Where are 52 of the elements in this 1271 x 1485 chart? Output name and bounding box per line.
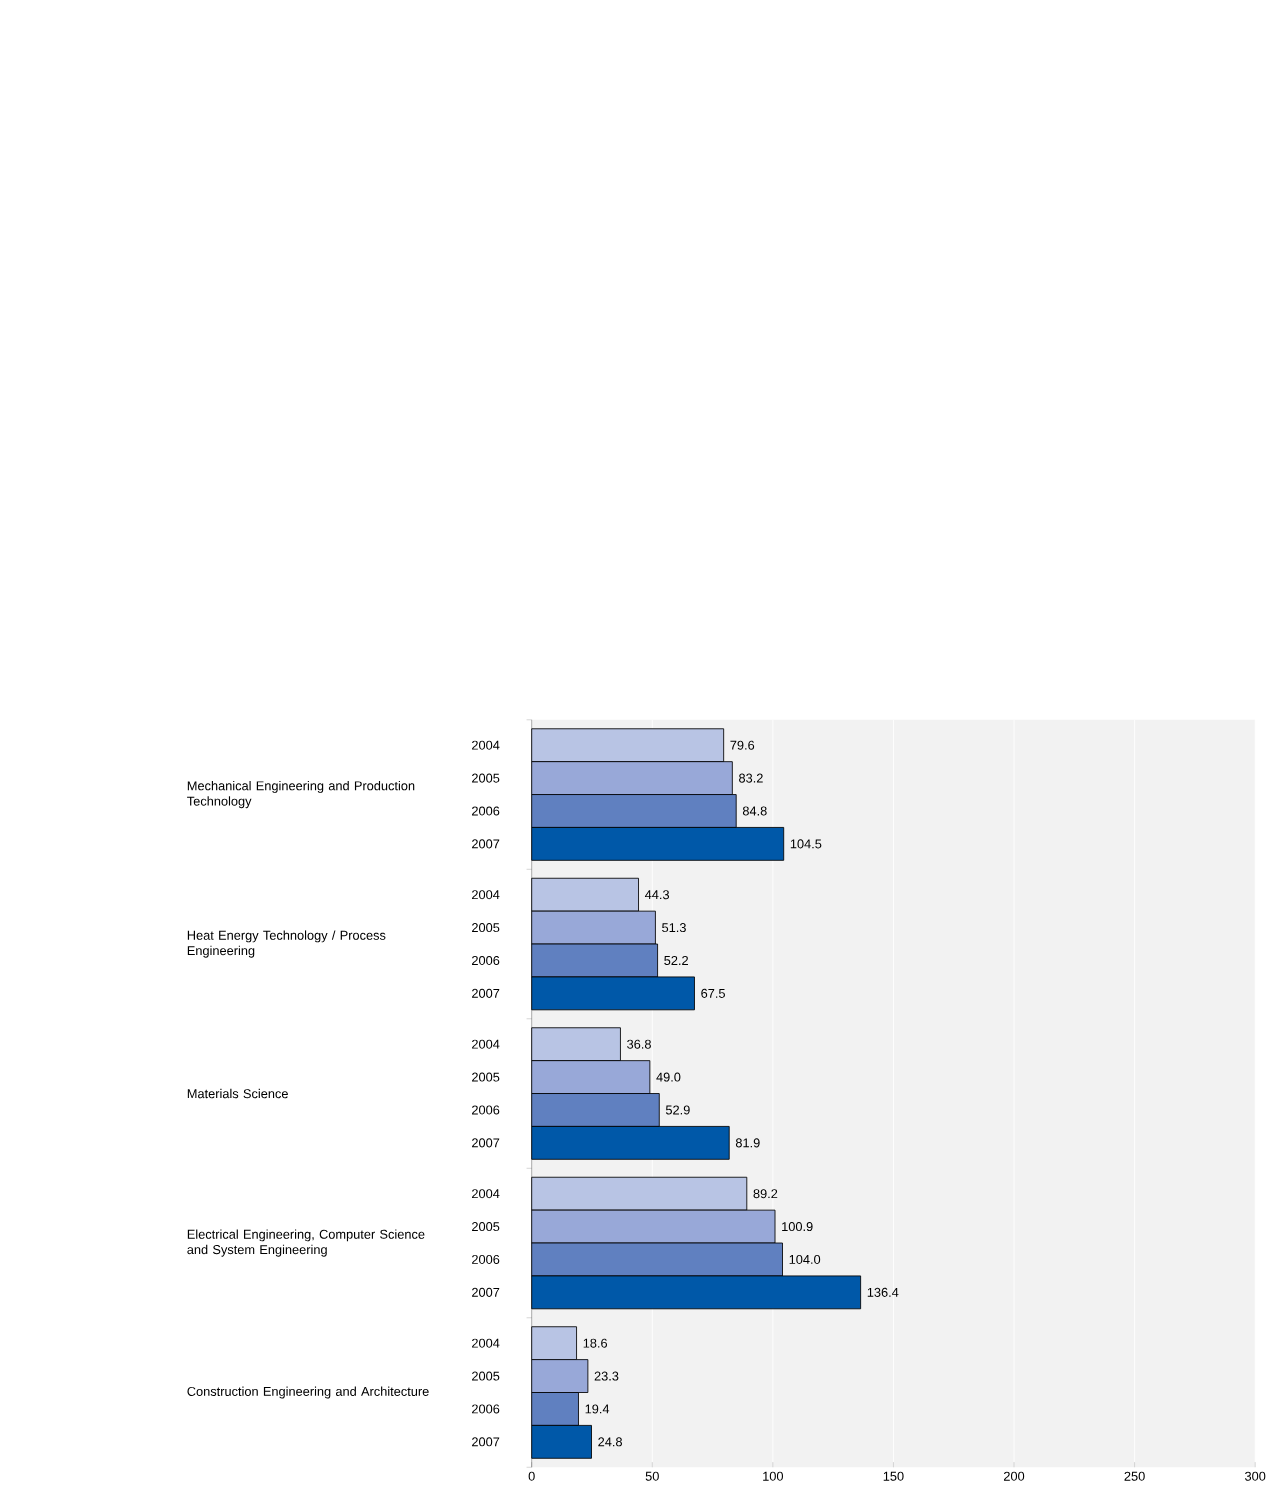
data-label: 52.2 bbox=[664, 955, 688, 966]
x-tick-label: 50 bbox=[645, 1471, 659, 1481]
text: 2005 bbox=[471, 1072, 500, 1082]
text: 2006 bbox=[471, 1105, 500, 1115]
data-label: 19.4 bbox=[585, 1404, 609, 1414]
x-tick-label: 100 bbox=[762, 1471, 783, 1481]
text: 2006 bbox=[471, 1254, 500, 1264]
text: 2006 bbox=[471, 1404, 500, 1414]
x-tick-label: 150 bbox=[883, 1471, 904, 1481]
x-tick-label: 200 bbox=[1003, 1471, 1024, 1481]
data-label: 36.8 bbox=[626, 1039, 651, 1049]
text: 2004 bbox=[471, 1189, 500, 1199]
data-label: 89.2 bbox=[753, 1189, 777, 1199]
data-label: 83.2 bbox=[738, 773, 763, 783]
data-label: 51.3 bbox=[661, 923, 686, 933]
data-label: 23.3 bbox=[594, 1371, 619, 1381]
data-label: 100.9 bbox=[781, 1222, 813, 1232]
text: 2006 bbox=[471, 955, 500, 966]
y-tick-label: Materials Science bbox=[187, 1088, 288, 1099]
data-label: 52.9 bbox=[665, 1105, 690, 1115]
data-label: 104.5 bbox=[790, 839, 822, 849]
data-label: 18.6 bbox=[583, 1338, 607, 1348]
data-label: 44.3 bbox=[644, 890, 669, 900]
x-tick-label: 300 bbox=[1244, 1471, 1266, 1481]
y-tick-label: Electrical Engineering, Computer Science and System Engineering bbox=[187, 1229, 425, 1257]
text: 2005 bbox=[471, 1371, 500, 1381]
text: 2006 bbox=[471, 806, 500, 816]
text: 2007 bbox=[471, 839, 499, 849]
x-tick-label: 0 bbox=[528, 1471, 535, 1481]
text: 2005 bbox=[471, 923, 500, 933]
data-label: 136.4 bbox=[867, 1287, 899, 1297]
data-label: 79.6 bbox=[730, 740, 754, 750]
text: 2007 bbox=[471, 1138, 499, 1148]
text: 2007 bbox=[471, 1287, 499, 1297]
text: 2007 bbox=[471, 1437, 499, 1447]
y-tick-label: Mechanical Engineering and Production Technology bbox=[186, 780, 415, 809]
data-label: 81.9 bbox=[735, 1138, 760, 1148]
text: 2004 bbox=[471, 1338, 500, 1348]
x-tick-label: 250 bbox=[1124, 1471, 1145, 1481]
y-tick-label: Construction Engineering and Architecture bbox=[187, 1386, 429, 1399]
text: 2004 bbox=[471, 890, 500, 900]
text: 2004 bbox=[471, 1039, 500, 1049]
data-label: 24.8 bbox=[598, 1437, 622, 1447]
data-label: 104.0 bbox=[789, 1254, 820, 1264]
text: 2005 bbox=[471, 773, 500, 783]
text: 2007 bbox=[471, 988, 499, 998]
y-tick-label: Heat Energy Technology / Process Engineering bbox=[187, 930, 386, 958]
text: 2005 bbox=[471, 1222, 500, 1232]
text: 2004 bbox=[471, 740, 500, 750]
data-label: 49.0 bbox=[656, 1072, 681, 1082]
data-label: 84.8 bbox=[742, 806, 767, 816]
data-label: 67.5 bbox=[701, 988, 725, 998]
